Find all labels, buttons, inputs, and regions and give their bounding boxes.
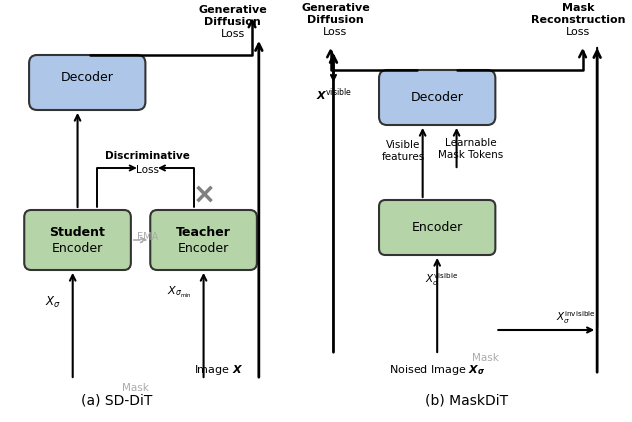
Text: Decoder: Decoder bbox=[411, 91, 464, 104]
Text: $X_{\sigma}$: $X_{\sigma}$ bbox=[46, 295, 61, 310]
Text: $X_{\sigma_{\rm min}}$: $X_{\sigma_{\rm min}}$ bbox=[167, 284, 191, 300]
Text: (b) MaskDiT: (b) MaskDiT bbox=[425, 393, 508, 407]
Text: Generative: Generative bbox=[198, 5, 267, 15]
Text: Diffusion: Diffusion bbox=[307, 15, 364, 25]
Text: Mask Tokens: Mask Tokens bbox=[439, 150, 504, 160]
Text: Loss: Loss bbox=[221, 29, 245, 39]
Text: Encoder: Encoder bbox=[178, 241, 229, 254]
Text: Reconstruction: Reconstruction bbox=[530, 15, 625, 25]
Text: Mask: Mask bbox=[561, 3, 594, 13]
Text: Generative: Generative bbox=[301, 3, 370, 13]
Text: $X_{\sigma}^{\rm visible}$: $X_{\sigma}^{\rm visible}$ bbox=[425, 272, 459, 288]
Text: Loss: Loss bbox=[136, 165, 159, 175]
FancyBboxPatch shape bbox=[24, 210, 131, 270]
FancyBboxPatch shape bbox=[150, 210, 257, 270]
Text: EMA: EMA bbox=[137, 232, 158, 242]
Text: Noised Image $\boldsymbol{X}_{\boldsymbol{\sigma}}$: Noised Image $\boldsymbol{X}_{\boldsymbo… bbox=[389, 363, 485, 377]
Text: Decoder: Decoder bbox=[61, 71, 114, 84]
Text: Learnable: Learnable bbox=[446, 138, 497, 148]
Text: $\boldsymbol{X}^{\rm visible}$: $\boldsymbol{X}^{\rm visible}$ bbox=[315, 87, 351, 103]
Text: Encoder: Encoder bbox=[411, 221, 463, 234]
FancyBboxPatch shape bbox=[29, 55, 145, 110]
Text: Image $\boldsymbol{X}$: Image $\boldsymbol{X}$ bbox=[194, 363, 243, 377]
Text: Encoder: Encoder bbox=[52, 241, 103, 254]
Text: Mask: Mask bbox=[472, 353, 499, 363]
Text: Teacher: Teacher bbox=[176, 225, 231, 238]
Text: (a) SD-DiT: (a) SD-DiT bbox=[81, 393, 152, 407]
Text: features: features bbox=[382, 152, 425, 162]
FancyBboxPatch shape bbox=[379, 200, 495, 255]
Text: $X_{\sigma}^{\rm invisible}$: $X_{\sigma}^{\rm invisible}$ bbox=[556, 310, 596, 326]
Text: Visible: Visible bbox=[386, 140, 420, 150]
Text: Loss: Loss bbox=[566, 27, 590, 37]
Text: Diffusion: Diffusion bbox=[204, 17, 261, 27]
Text: Discriminative: Discriminative bbox=[105, 151, 190, 161]
Text: Loss: Loss bbox=[324, 27, 348, 37]
Text: Mask: Mask bbox=[122, 383, 149, 393]
FancyBboxPatch shape bbox=[379, 70, 495, 125]
Text: Student: Student bbox=[50, 225, 106, 238]
